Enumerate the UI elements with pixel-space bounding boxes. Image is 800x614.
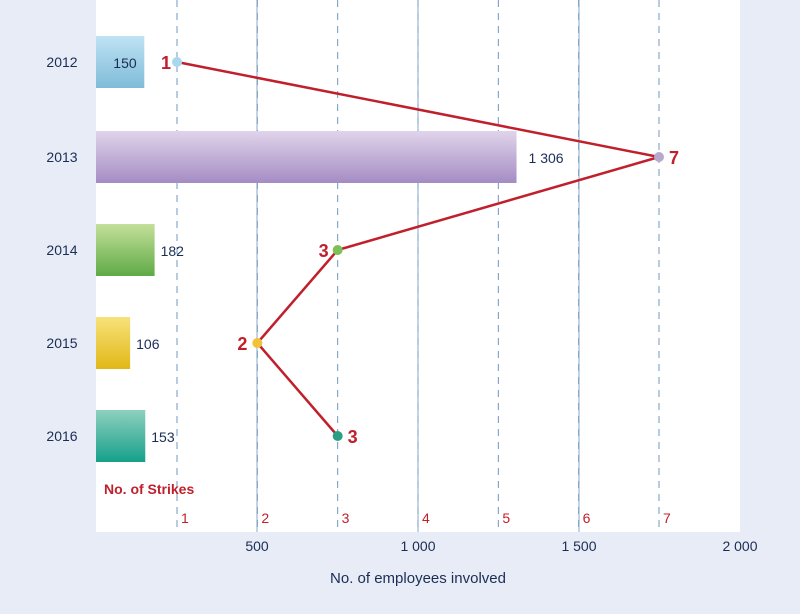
employee-bar-2015 (96, 317, 131, 369)
year-label-2014: 2014 (46, 242, 77, 258)
gridlines (176, 0, 660, 532)
strike-marker-2014 (332, 245, 343, 255)
strike-value-label: 7 (669, 148, 679, 168)
employee-value-label: 150 (113, 55, 137, 71)
year-label-2015: 2015 (46, 335, 77, 351)
strike-marker-2015 (252, 338, 263, 348)
employee-bar-2013 (96, 131, 517, 183)
employee-value-label: 182 (161, 243, 185, 259)
strike-marker-2016 (332, 431, 343, 441)
employee-tick-label: 2 000 (722, 538, 757, 554)
employee-bars: 150 1 306 182 106 153 (96, 36, 564, 462)
employee-bar-2012 (96, 36, 145, 88)
strike-value-label: 3 (348, 427, 358, 447)
year-label-2016: 2016 (46, 428, 77, 444)
year-label-2013: 2013 (46, 149, 77, 165)
employee-value-label: 1 306 (529, 150, 564, 166)
strike-value-label: 3 (319, 241, 329, 261)
strike-tick-label: 1 (181, 510, 189, 526)
strike-marker-2013 (654, 152, 664, 162)
employee-bar-2014 (96, 224, 155, 276)
employee-tick-label: 1 500 (561, 538, 596, 554)
employee-tick-label: 1 000 (400, 538, 435, 554)
strike-tick-label: 7 (663, 510, 671, 526)
strike-tick-label: 4 (422, 510, 430, 526)
axes: 500 1 000 1 500 2 000 1 2 3 4 5 6 7 2012 2013 2014 201… (46, 54, 757, 554)
employee-value-label: 106 (136, 336, 160, 352)
year-label-2012: 2012 (46, 54, 77, 70)
strike-tick-label: 2 (261, 510, 269, 526)
employee-value-label: 153 (151, 429, 175, 445)
strike-value-label: 2 (237, 334, 247, 354)
strike-value-label: 1 (161, 53, 171, 73)
strike-tick-label: 6 (583, 510, 591, 526)
employee-bar-2016 (96, 410, 146, 462)
employee-tick-label: 500 (245, 538, 269, 554)
strike-marker-2012 (172, 57, 182, 67)
employees-axis-title: No. of employees involved (330, 570, 506, 587)
strike-tick-label: 5 (502, 510, 510, 526)
strikes-axis-title: No. of Strikes (104, 481, 194, 497)
strikes-line-series: 1 7 3 2 3 (161, 53, 679, 447)
strike-tick-label: 3 (342, 510, 350, 526)
